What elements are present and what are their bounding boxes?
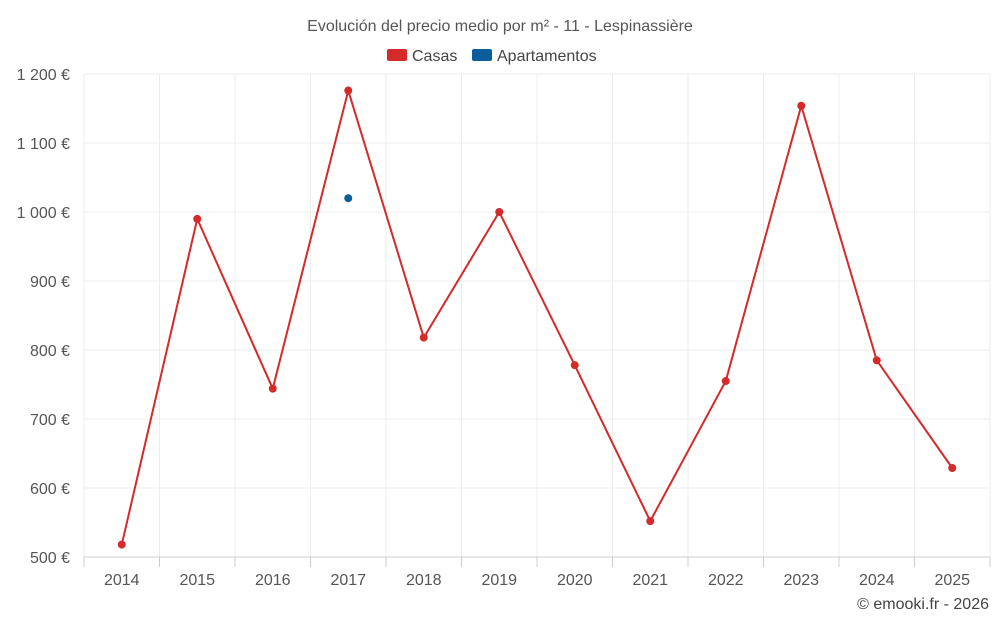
chart-title: Evolución del precio medio por m² - 11 -…: [307, 18, 693, 35]
x-tick-label: 2018: [406, 572, 442, 589]
data-point-casas[interactable]: [495, 208, 504, 216]
x-tick-label: 2020: [557, 572, 593, 589]
y-tick-label: 600 €: [30, 481, 70, 498]
y-tick-label: 1 100 €: [17, 136, 70, 153]
x-tick-label: 2016: [255, 572, 291, 589]
y-tick-label: 700 €: [30, 412, 70, 429]
legend-item-apartamentos[interactable]: Apartamentos: [472, 48, 597, 65]
axes: 500 € 600 € 700 € 800 € 900 € 1 000 € 1 100 € 1…: [17, 67, 991, 589]
x-tick-label: 2021: [632, 572, 668, 589]
legend-swatch-casas: [387, 49, 407, 61]
x-tick-label: 2024: [859, 572, 895, 589]
y-tick-label: 1 200 €: [17, 67, 70, 84]
data-point-casas[interactable]: [797, 101, 806, 110]
y-tick-label: 1 000 €: [17, 205, 70, 222]
series-line-casas: [120, 89, 954, 545]
legend-item-casas[interactable]: Casas: [387, 48, 457, 65]
data-point-casas[interactable]: [872, 356, 881, 365]
legend[interactable]: Casas Apartamentos: [387, 48, 597, 65]
x-tick-label: 2015: [179, 572, 215, 589]
credit-text: © emooki.fr - 2026: [857, 596, 989, 613]
x-tick-label: 2025: [934, 572, 970, 589]
data-point-casas[interactable]: [570, 361, 579, 370]
x-tick-label: 2022: [708, 572, 744, 589]
series: [117, 86, 957, 549]
grid-lines: [83, 73, 991, 557]
y-tick-label: 800 €: [30, 343, 70, 360]
data-point-casas[interactable]: [117, 540, 126, 549]
x-tick-label: 2019: [481, 572, 517, 589]
data-point-casas[interactable]: [948, 463, 957, 472]
data-point-casas[interactable]: [268, 384, 277, 393]
y-tick-label: 900 €: [30, 274, 70, 291]
x-tick-label: 2023: [783, 572, 819, 589]
data-point-casas[interactable]: [646, 517, 655, 526]
data-point-casas[interactable]: [419, 333, 428, 342]
legend-swatch-apartamentos: [472, 49, 492, 61]
x-tick-label: 2017: [330, 572, 366, 589]
legend-label-casas: Casas: [412, 48, 457, 65]
data-point-apartamentos[interactable]: [344, 194, 353, 203]
data-point-casas[interactable]: [344, 86, 353, 95]
y-tick-label: 500 €: [30, 550, 70, 567]
legend-label-apartamentos: Apartamentos: [497, 48, 597, 65]
x-tick-label: 2014: [104, 572, 140, 589]
data-point-casas[interactable]: [193, 214, 202, 223]
data-point-casas[interactable]: [721, 377, 730, 386]
